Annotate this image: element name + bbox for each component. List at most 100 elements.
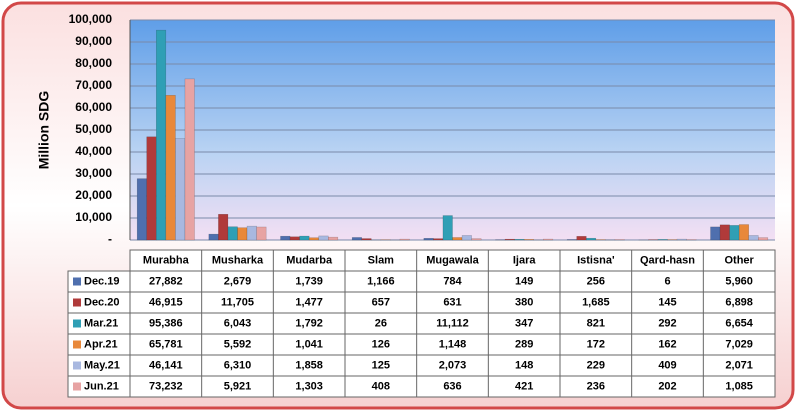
legend-swatch xyxy=(73,278,81,286)
table-value: 256 xyxy=(587,275,605,287)
legend-label: Mar.21 xyxy=(84,317,118,329)
y-tick-label: 90,000 xyxy=(75,34,112,48)
bar xyxy=(605,239,615,240)
bar xyxy=(175,138,185,240)
table-value: 1,685 xyxy=(582,296,610,308)
bar xyxy=(515,239,525,240)
bar xyxy=(424,238,434,240)
bar xyxy=(228,227,238,240)
table-value: 6,898 xyxy=(725,296,753,308)
table-value: 65,781 xyxy=(149,338,183,350)
bar xyxy=(543,239,553,240)
bar xyxy=(352,237,362,240)
x-tick-label: Murabha xyxy=(143,254,190,266)
table-value: 1,303 xyxy=(295,380,323,392)
bar xyxy=(677,239,687,240)
y-tick-label: - xyxy=(108,232,112,246)
table-value: 5,960 xyxy=(725,275,753,287)
bar xyxy=(577,236,587,240)
bar xyxy=(758,238,768,240)
y-axis-label: Million SDG xyxy=(36,91,52,170)
table-value: 172 xyxy=(587,338,605,350)
bar xyxy=(281,236,291,240)
bar xyxy=(615,239,625,240)
legend-label: Jun.21 xyxy=(84,380,119,392)
bar xyxy=(505,239,515,240)
legend-swatch xyxy=(73,362,81,370)
bar xyxy=(400,239,410,240)
table-value: 1,148 xyxy=(439,338,467,350)
table-value: 73,232 xyxy=(149,380,183,392)
legend-label: Dec.20 xyxy=(84,296,119,308)
legend-swatch xyxy=(73,320,81,328)
bar xyxy=(524,239,534,240)
table-value: 7,029 xyxy=(725,338,753,350)
bar xyxy=(720,225,730,240)
table-value: 95,386 xyxy=(149,317,183,329)
y-tick-label: 100,000 xyxy=(69,12,113,26)
table-value: 5,921 xyxy=(224,380,252,392)
y-tick-label: 20,000 xyxy=(75,188,112,202)
table-value: 202 xyxy=(658,380,676,392)
table-value: 289 xyxy=(515,338,533,350)
table-value: 2,071 xyxy=(725,359,753,371)
x-tick-label: Ijara xyxy=(513,254,537,266)
table-value: 380 xyxy=(515,296,533,308)
bar xyxy=(156,30,166,240)
table-value: 2,679 xyxy=(224,275,252,287)
table-value: 292 xyxy=(658,317,676,329)
table-value: 784 xyxy=(443,275,462,287)
legend-swatch xyxy=(73,383,81,391)
table-value: 5,592 xyxy=(224,338,252,350)
table-value: 6 xyxy=(664,275,670,287)
x-tick-label: Mugawala xyxy=(426,254,479,266)
table-value: 125 xyxy=(372,359,390,371)
table-value: 6,043 xyxy=(224,317,252,329)
table-value: 148 xyxy=(515,359,533,371)
table-value: 1,166 xyxy=(367,275,395,287)
table-value: 6,310 xyxy=(224,359,252,371)
x-tick-label: Musharka xyxy=(212,254,264,266)
table-value: 1,792 xyxy=(295,317,323,329)
legend-label: May.21 xyxy=(84,359,120,371)
y-tick-label: 50,000 xyxy=(75,122,112,136)
table-value: 11,112 xyxy=(436,317,468,329)
bar xyxy=(586,238,596,240)
bar xyxy=(185,79,195,240)
table-value: 657 xyxy=(372,296,390,308)
x-tick-label: Istisna' xyxy=(577,254,615,266)
bar xyxy=(247,226,257,240)
bar xyxy=(472,239,482,240)
bar xyxy=(166,95,176,240)
table-value: 236 xyxy=(587,380,605,392)
table-value: 409 xyxy=(658,359,676,371)
table-value: 1,739 xyxy=(295,275,323,287)
table-value: 421 xyxy=(515,380,533,392)
bar xyxy=(362,239,372,240)
x-tick-label: Slam xyxy=(368,254,395,266)
table-value: 1,858 xyxy=(295,359,323,371)
bar xyxy=(209,234,219,240)
y-tick-label: 70,000 xyxy=(75,78,112,92)
legend-label: Dec.19 xyxy=(84,275,119,287)
bar xyxy=(433,239,443,240)
y-tick-label: 80,000 xyxy=(75,56,112,70)
bar xyxy=(567,239,577,240)
bar xyxy=(730,225,740,240)
table-value: 26 xyxy=(375,317,387,329)
table-value: 2,073 xyxy=(439,359,467,371)
bar xyxy=(147,137,157,240)
table-value: 636 xyxy=(443,380,461,392)
bar xyxy=(309,238,319,240)
table-value: 6,654 xyxy=(725,317,753,329)
table-value: 347 xyxy=(515,317,533,329)
legend-swatch xyxy=(73,341,81,349)
table-value: 27,882 xyxy=(149,275,183,287)
bar xyxy=(443,216,453,240)
y-tick-label: 40,000 xyxy=(75,144,112,158)
table-value: 408 xyxy=(372,380,390,392)
bar xyxy=(257,227,267,240)
table-value: 149 xyxy=(515,275,533,287)
